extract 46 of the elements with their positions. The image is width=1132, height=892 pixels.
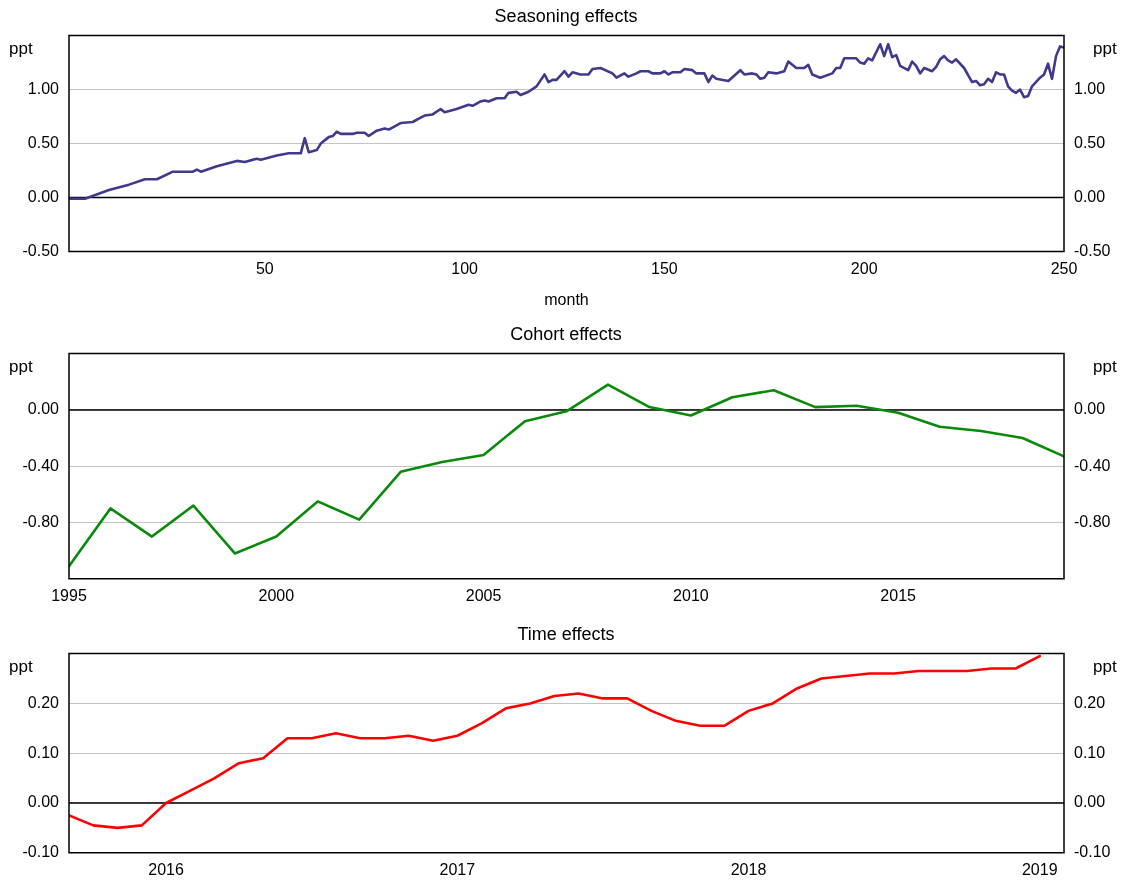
x-axis-title: month	[544, 290, 589, 308]
y2-tick-label: -0.50	[1074, 242, 1111, 260]
chart-title: Time effects	[517, 623, 615, 644]
y2-tick-label: 0.20	[1074, 693, 1106, 711]
y2-tick-label: 0.00	[1074, 188, 1106, 206]
x-tick-label: 2019	[1021, 860, 1058, 878]
y-tick-label: 1.00	[27, 80, 60, 98]
y2-tick-label: 0.10	[1074, 743, 1106, 761]
chart-title: Seasoning effects	[494, 5, 638, 26]
y2-axis-title: ppt	[1093, 39, 1117, 59]
y2-tick-label: -0.40	[1074, 456, 1111, 474]
y-axis-title: ppt	[9, 39, 33, 59]
x-tick-label: 1995	[51, 586, 87, 604]
x-tick-label: 50	[255, 259, 274, 277]
y-tick-label: -0.40	[22, 456, 60, 474]
y-tick-label: 0.20	[27, 693, 60, 711]
y2-tick-label: 0.00	[1074, 793, 1106, 811]
x-tick-label: 2017	[439, 860, 476, 878]
x-tick-label: 2016	[148, 860, 184, 878]
y-tick-label: 0.00	[27, 400, 60, 418]
x-tick-label: 250	[1050, 259, 1078, 277]
y2-tick-label: -0.10	[1074, 843, 1111, 861]
y-tick-label: 0.50	[27, 134, 60, 152]
y2-axis-title: ppt	[1093, 657, 1117, 677]
x-tick-label: 200	[850, 259, 878, 277]
y-axis-title: ppt	[9, 357, 33, 377]
x-tick-label: 150	[651, 259, 678, 277]
y2-tick-label: 0.50	[1074, 134, 1106, 152]
x-tick-label: 2010	[673, 586, 709, 604]
chart-title: Cohort effects	[510, 323, 622, 344]
y-tick-label: 0.10	[27, 743, 60, 761]
x-tick-label: 2015	[880, 586, 917, 604]
x-tick-label: 2018	[730, 860, 767, 878]
x-tick-label: 2005	[465, 586, 502, 604]
y-tick-label: -0.50	[22, 242, 60, 260]
x-tick-label: 2000	[258, 586, 295, 604]
y2-axis-title: ppt	[1093, 357, 1117, 377]
y-tick-label: 0.00	[27, 793, 60, 811]
y-tick-label: -0.80	[22, 512, 60, 530]
y-axis-title: ppt	[9, 657, 33, 677]
y2-tick-label: 0.00	[1074, 400, 1106, 418]
y-tick-label: -0.10	[22, 843, 60, 861]
y2-tick-label: -0.80	[1074, 512, 1111, 530]
y-tick-label: 0.00	[27, 188, 60, 206]
y2-tick-label: 1.00	[1074, 80, 1106, 98]
x-tick-label: 100	[451, 259, 479, 277]
